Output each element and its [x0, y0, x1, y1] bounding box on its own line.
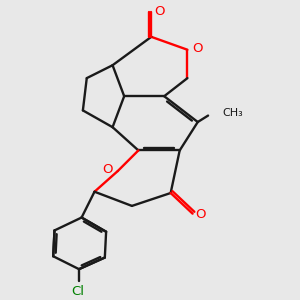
Text: O: O — [195, 208, 206, 221]
Text: O: O — [102, 163, 112, 176]
Text: O: O — [193, 42, 203, 55]
Text: Cl: Cl — [71, 285, 84, 298]
Text: CH₃: CH₃ — [222, 108, 243, 118]
Text: O: O — [154, 4, 164, 17]
